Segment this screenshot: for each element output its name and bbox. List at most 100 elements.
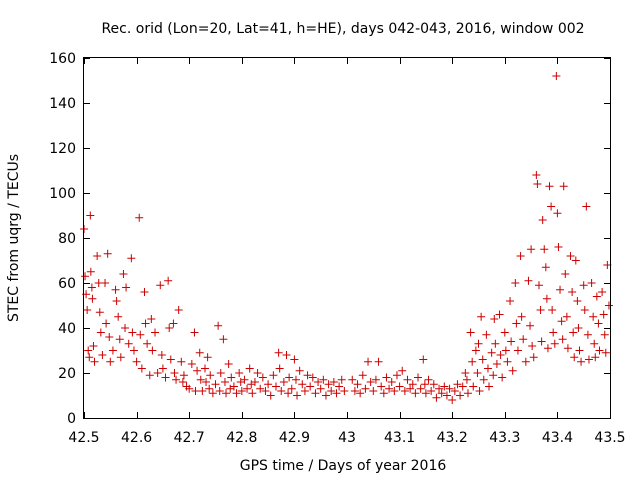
data-point [327, 387, 336, 395]
data-point [112, 297, 121, 305]
data-point [512, 319, 521, 328]
data-point [311, 389, 320, 398]
data-point [416, 384, 425, 393]
data-point [474, 339, 483, 348]
y-axis-label: STEC from uqrg / TECUs [6, 154, 22, 322]
data-point [468, 357, 477, 366]
data-point [245, 364, 254, 373]
data-point [285, 373, 294, 382]
data-point [190, 328, 199, 337]
data-point [340, 387, 349, 395]
data-point [136, 330, 145, 339]
data-point [513, 346, 522, 355]
data-point [604, 301, 613, 310]
data-point [594, 319, 603, 328]
data-point [442, 391, 451, 400]
data-point [524, 276, 533, 285]
data-point [174, 306, 183, 314]
data-point [279, 378, 288, 386]
data-point [521, 357, 530, 366]
data-point [579, 281, 588, 290]
data-point [198, 387, 207, 395]
data-point [566, 252, 575, 260]
data-point [583, 330, 592, 339]
data-point [169, 319, 178, 328]
data-point [529, 353, 538, 362]
data-point [549, 328, 558, 337]
data-point [599, 310, 608, 319]
data-point [516, 252, 525, 260]
data-point [193, 366, 202, 375]
data-point [103, 249, 112, 258]
data-point [445, 384, 454, 393]
data-point [211, 380, 220, 389]
data-point [106, 357, 115, 366]
data-point [450, 387, 459, 395]
data-point [528, 342, 537, 350]
data-point [541, 263, 550, 272]
data-point [461, 369, 470, 377]
data-point [492, 360, 501, 368]
data-point [406, 384, 415, 393]
data-point [81, 272, 90, 281]
data-point [590, 339, 599, 348]
data-point [295, 366, 304, 375]
x-tick-label: 43 [338, 430, 356, 446]
data-point [122, 283, 131, 292]
data-point [232, 389, 241, 398]
data-point [561, 270, 570, 278]
data-point [205, 384, 214, 393]
y-tick-label: 40 [58, 321, 76, 337]
data-point [215, 387, 224, 395]
data-point [538, 216, 547, 224]
data-point [98, 351, 107, 359]
data-point [266, 391, 275, 400]
data-point [293, 391, 302, 400]
x-tick-label: 43.2 [437, 430, 468, 446]
data-point [548, 306, 557, 314]
data-point [485, 382, 494, 391]
data-point [580, 306, 589, 314]
data-point [483, 364, 492, 373]
data-point [595, 346, 604, 355]
x-tick-label: 43.3 [489, 430, 520, 446]
y-tick-label: 120 [49, 141, 76, 157]
data-point [427, 387, 436, 395]
data-point [356, 389, 365, 398]
data-point [458, 382, 467, 391]
data-point [300, 387, 309, 395]
data-point [550, 339, 559, 348]
data-point [291, 375, 300, 384]
data-point [202, 378, 211, 386]
data-point [562, 312, 571, 321]
data-point [482, 330, 491, 339]
data-point [219, 335, 228, 344]
data-point [86, 267, 95, 276]
data-point [89, 342, 98, 350]
data-point [277, 387, 286, 395]
data-point [545, 182, 554, 191]
data-point [371, 375, 380, 384]
data-point [491, 339, 500, 348]
data-point [601, 348, 610, 357]
data-point [226, 384, 235, 393]
y-tick-label: 0 [67, 411, 76, 427]
data-point [364, 357, 373, 366]
data-point [440, 382, 449, 391]
x-tick-label: 42.5 [68, 430, 99, 446]
data-point [350, 387, 359, 395]
data-point [490, 315, 499, 323]
data-point [84, 346, 93, 355]
data-point [462, 375, 471, 384]
data-point [177, 357, 186, 366]
data-point [533, 180, 542, 188]
data-point [87, 283, 96, 292]
data-point [121, 324, 130, 332]
data-point [432, 393, 441, 402]
data-point [511, 279, 520, 287]
x-tick-label: 42.6 [121, 430, 152, 446]
data-point [411, 389, 420, 398]
data-point [111, 285, 120, 294]
data-point [216, 369, 225, 377]
data-point [243, 384, 252, 393]
